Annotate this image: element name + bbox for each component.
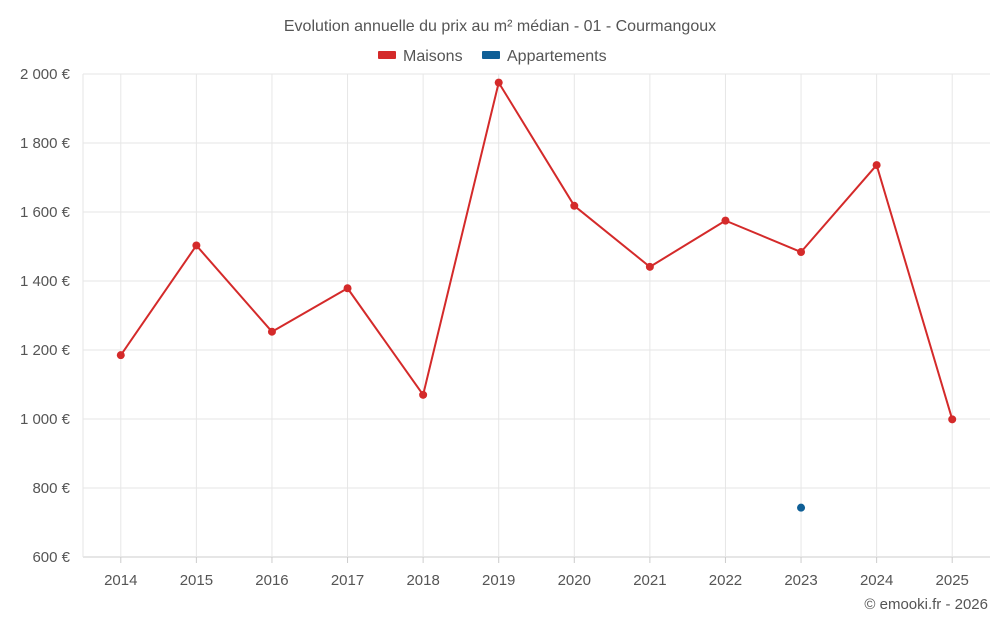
y-tick-label: 600 € xyxy=(32,549,70,566)
legend-item-appartements[interactable]: Appartements xyxy=(482,48,607,65)
data-point-maisons[interactable] xyxy=(721,216,730,225)
legend-swatch-maisons xyxy=(378,51,396,59)
y-axis-ticks: 600 € 800 € 1 000 € 1 200 € 1 400 € 1 600 € 1 … xyxy=(20,66,71,566)
x-tick-label: 2025 xyxy=(936,572,969,589)
data-point-maisons[interactable] xyxy=(419,390,428,399)
y-tick-label: 1 200 € xyxy=(20,342,71,359)
series-maisons xyxy=(116,78,957,424)
series-line-maisons xyxy=(119,81,954,420)
x-tick-label: 2019 xyxy=(482,572,515,589)
x-tick-label: 2017 xyxy=(331,572,364,589)
data-point-maisons[interactable] xyxy=(645,262,654,271)
data-point-maisons[interactable] xyxy=(116,351,125,360)
y-tick-label: 1 000 € xyxy=(20,411,71,428)
x-tick-label: 2016 xyxy=(255,572,288,589)
x-tick-label: 2023 xyxy=(784,572,817,589)
credit-text: © emooki.fr - 2026 xyxy=(864,596,988,613)
x-axis-ticks: 2014 2015 2016 2017 2018 2019 2020 2021 2022 2023… xyxy=(104,557,969,589)
data-point-maisons[interactable] xyxy=(494,78,503,87)
series-appartements xyxy=(797,503,806,512)
y-tick-label: 1 400 € xyxy=(20,273,71,290)
data-point-maisons[interactable] xyxy=(797,248,806,257)
y-gridlines xyxy=(83,73,990,558)
y-tick-label: 1 800 € xyxy=(20,135,71,152)
data-point-appartements[interactable] xyxy=(797,503,806,512)
x-tick-label: 2015 xyxy=(180,572,213,589)
data-point-maisons[interactable] xyxy=(192,241,201,250)
data-point-maisons[interactable] xyxy=(948,415,957,424)
series-layer xyxy=(116,78,957,512)
legend-swatch-appartements xyxy=(482,51,500,59)
data-point-maisons[interactable] xyxy=(570,201,579,210)
x-gridlines xyxy=(82,74,953,557)
x-tick-label: 2018 xyxy=(406,572,439,589)
x-tick-label: 2014 xyxy=(104,572,137,589)
y-tick-label: 800 € xyxy=(32,480,70,497)
legend-label-appartements: Appartements xyxy=(507,48,607,65)
x-tick-label: 2020 xyxy=(558,572,591,589)
data-point-maisons[interactable] xyxy=(267,327,276,336)
x-tick-label: 2021 xyxy=(633,572,666,589)
legend-item-maisons[interactable]: Maisons xyxy=(378,48,463,65)
chart-title: Evolution annuelle du prix au m² médian … xyxy=(284,18,716,35)
legend: Maisons Appartements xyxy=(378,48,607,65)
y-tick-label: 2 000 € xyxy=(20,66,71,83)
x-tick-label: 2024 xyxy=(860,572,893,589)
y-tick-label: 1 600 € xyxy=(20,204,71,221)
legend-label-maisons: Maisons xyxy=(403,48,463,65)
data-point-maisons[interactable] xyxy=(872,161,881,170)
data-point-maisons[interactable] xyxy=(343,284,352,293)
x-tick-label: 2022 xyxy=(709,572,742,589)
